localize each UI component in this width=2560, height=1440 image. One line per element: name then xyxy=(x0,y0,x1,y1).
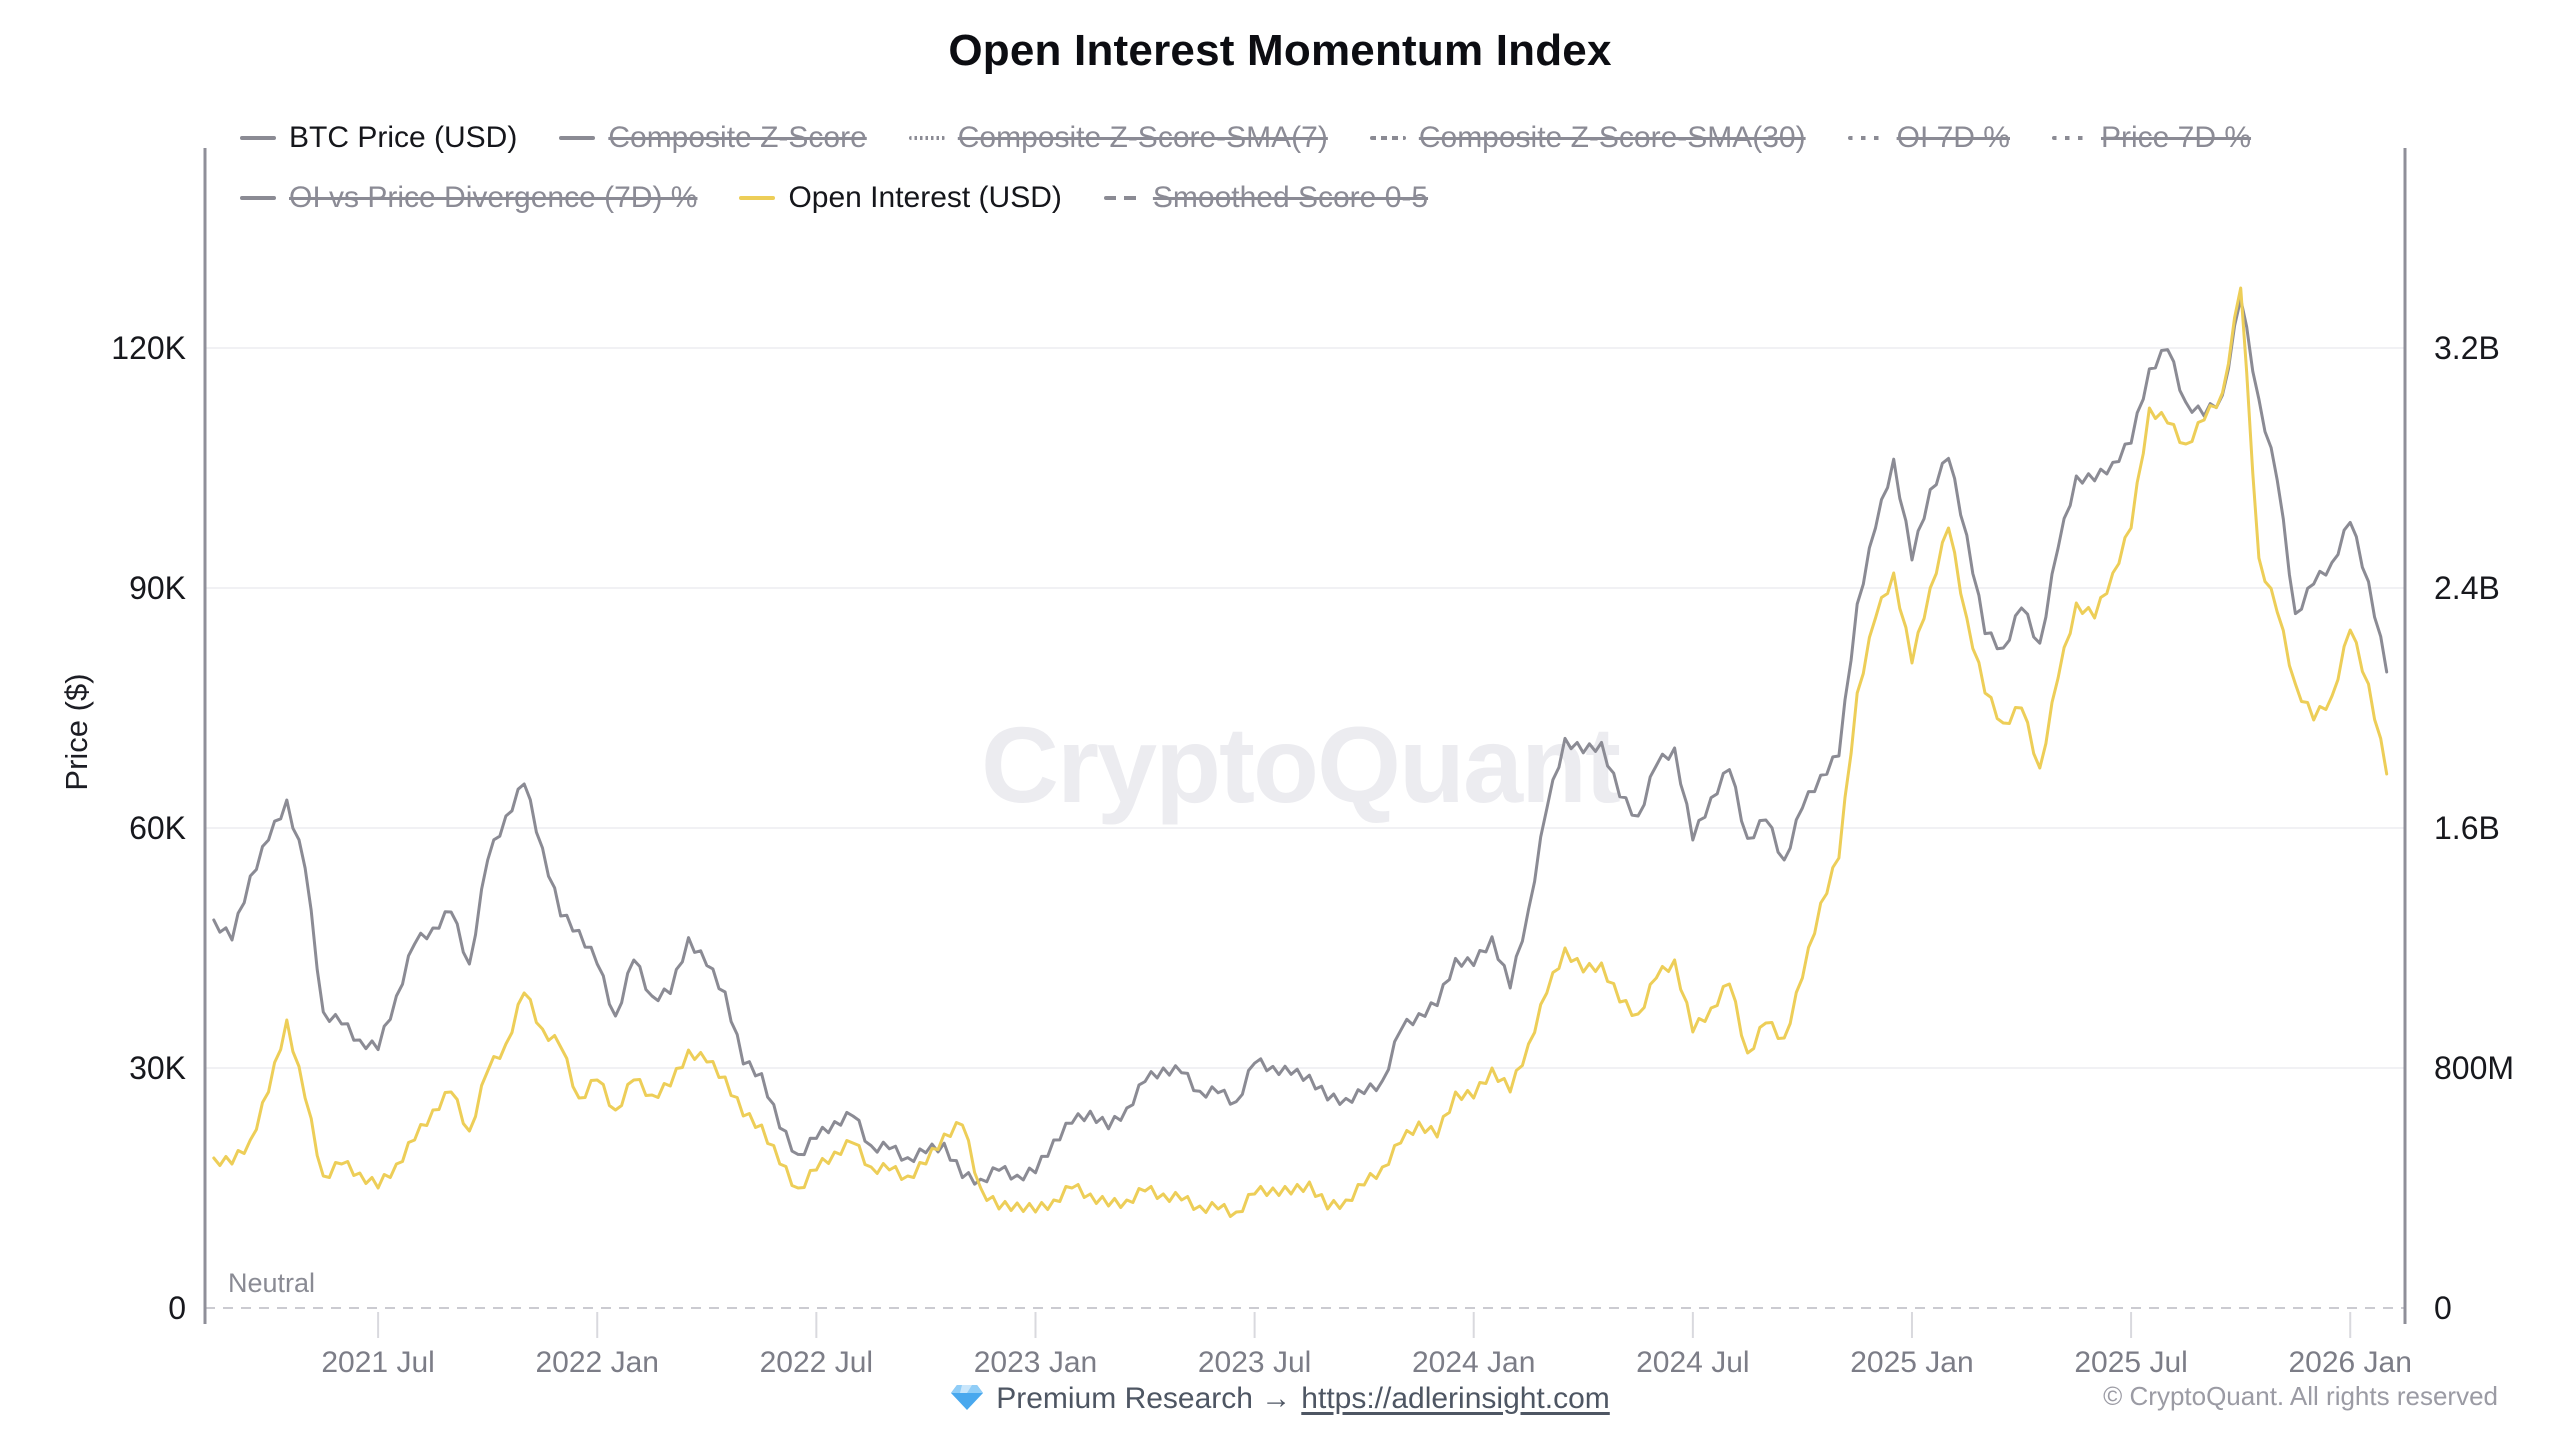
premium-text: Premium Research → xyxy=(996,1382,1292,1415)
x-tick-label: 2022 Jul xyxy=(760,1346,873,1379)
legend-label: Composite Z-Score xyxy=(608,121,867,154)
legend-marker-icon xyxy=(1103,196,1140,200)
legend-marker-icon xyxy=(2051,136,2088,140)
legend-label: Smoothed Score 0-5 xyxy=(1152,181,1429,214)
legend-marker-icon xyxy=(1369,136,1406,140)
legend-marker-icon xyxy=(739,196,776,200)
footer-premium: Premium Research → https://adlerinsight.c… xyxy=(0,1382,2560,1416)
x-tick-label: 2021 Jul xyxy=(321,1346,434,1379)
legend-item-composite-z-score-sma-30[interactable]: Composite Z-Score-SMA(30) xyxy=(1369,120,1806,156)
legend-item-open-interest-usd[interactable]: Open Interest (USD) xyxy=(739,180,1062,216)
y-right-tick-label: 2.4B xyxy=(2434,570,2500,606)
legend-marker-icon xyxy=(240,196,276,200)
chart-title: Open Interest Momentum Index xyxy=(948,26,1612,75)
legend-item-price-7d[interactable]: Price 7D % xyxy=(2051,120,2252,156)
x-tick-label: 2025 Jan xyxy=(1850,1346,1973,1379)
x-tick-label: 2022 Jan xyxy=(536,1346,659,1379)
y-left-tick-label: 30K xyxy=(129,1050,186,1086)
legend-label: Composite Z-Score-SMA(30) xyxy=(1418,121,1806,154)
legend-label: Composite Z-Score-SMA(7) xyxy=(957,121,1328,154)
y-left-tick-label: 120K xyxy=(111,330,186,366)
watermark-logo: CryptoQuant xyxy=(981,704,1620,825)
y-right-tick-label: 3.2B xyxy=(2434,330,2500,366)
btc-price-line xyxy=(212,297,2389,1186)
legend-label: BTC Price (USD) xyxy=(289,121,518,154)
x-tick-label: 2025 Jul xyxy=(2074,1346,2187,1379)
legend-label: Price 7D % xyxy=(2100,121,2252,154)
premium-link[interactable]: https://adlerinsight.com xyxy=(1301,1382,1610,1415)
legend-item-oi-vs-price-divergence-7d[interactable]: OI vs Price Divergence (7D) % xyxy=(240,180,697,216)
legend-label: OI 7D % xyxy=(1896,121,2010,154)
x-tick-label: 2024 Jan xyxy=(1412,1346,1535,1379)
legend-item-oi-7d[interactable]: OI 7D % xyxy=(1847,120,2010,156)
legend-label: Open Interest (USD) xyxy=(788,181,1062,214)
legend-marker-icon xyxy=(240,136,276,140)
y-right-tick-label: 800M xyxy=(2434,1050,2514,1086)
y-right-tick-label: 1.6B xyxy=(2434,810,2500,846)
legend-item-btc-price-usd[interactable]: BTC Price (USD) xyxy=(240,120,517,156)
open-interest-line xyxy=(212,286,2389,1218)
legend-marker-icon xyxy=(559,136,596,140)
x-tick-label: 2023 Jan xyxy=(974,1346,1097,1379)
legend-item-composite-z-score-sma-7[interactable]: Composite Z-Score-SMA(7) xyxy=(908,120,1328,156)
y-right-tick-label: 0 xyxy=(2434,1290,2452,1326)
legend-marker-icon xyxy=(1847,136,1884,140)
gem-icon xyxy=(951,1385,984,1410)
x-tick-label: 2026 Jan xyxy=(2288,1346,2411,1379)
copyright-text: © CryptoQuant. All rights reserved xyxy=(2103,1381,2498,1411)
y-left-tick-label: 60K xyxy=(129,810,186,846)
legend-label: OI vs Price Divergence (7D) % xyxy=(289,181,698,214)
legend: BTC Price (USD) Composite Z-Score Composit… xyxy=(240,120,2320,216)
y-left-tick-label: 90K xyxy=(129,570,186,606)
legend-item-smoothed-score-0-5[interactable]: Smoothed Score 0-5 xyxy=(1103,180,1429,216)
y-left-tick-label: 0 xyxy=(168,1290,186,1326)
legend-item-composite-z-score[interactable]: Composite Z-Score xyxy=(559,120,867,156)
legend-marker-icon xyxy=(908,136,945,140)
neutral-label: Neutral xyxy=(228,1268,315,1298)
x-tick-label: 2023 Jul xyxy=(1198,1346,1311,1379)
x-tick-label: 2024 Jul xyxy=(1636,1346,1749,1379)
y-axis-title: Price ($) xyxy=(59,673,94,791)
